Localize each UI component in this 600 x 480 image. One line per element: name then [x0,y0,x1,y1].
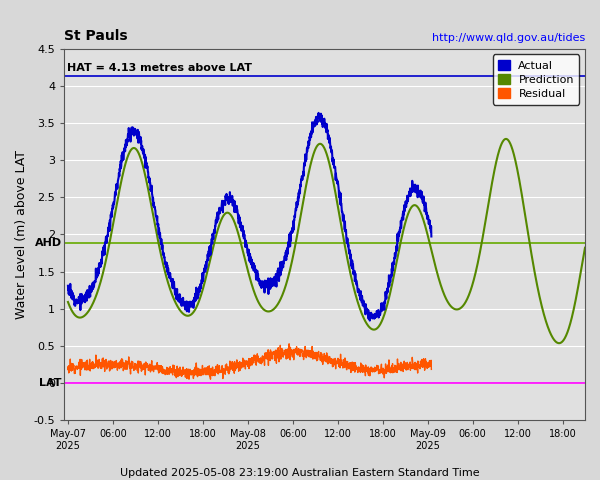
Legend: Actual, Prediction, Residual: Actual, Prediction, Residual [493,55,580,105]
Text: AHD: AHD [34,239,62,248]
Text: Updated 2025-05-08 23:19:00 Australian Eastern Standard Time: Updated 2025-05-08 23:19:00 Australian E… [120,468,480,478]
Text: http://www.qld.gov.au/tides: http://www.qld.gov.au/tides [432,34,585,43]
Text: HAT = 4.13 metres above LAT: HAT = 4.13 metres above LAT [67,63,252,72]
Text: LAT: LAT [39,378,62,388]
Text: St Pauls: St Pauls [64,29,128,43]
Y-axis label: Water Level (m) above LAT: Water Level (m) above LAT [15,150,28,319]
